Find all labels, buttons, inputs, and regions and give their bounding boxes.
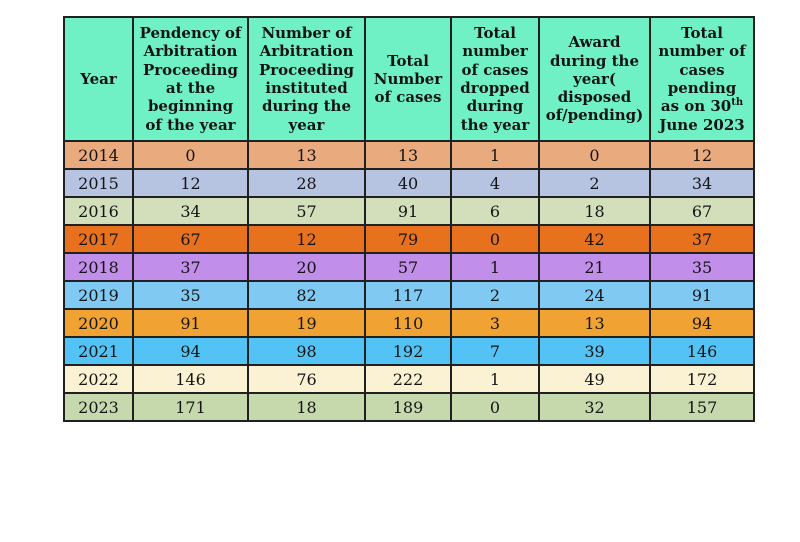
table-row: 2023 171 18 189 0 32 157 xyxy=(63,392,755,422)
value-cell: 94 xyxy=(649,308,755,338)
value-cell: 35 xyxy=(649,252,755,282)
year-cell: 2014 xyxy=(63,140,134,170)
value-cell: 12 xyxy=(649,140,755,170)
table-row: 2018 37 20 57 1 21 35 xyxy=(63,252,755,282)
value-cell: 67 xyxy=(649,196,755,226)
value-cell: 189 xyxy=(364,392,452,422)
value-cell: 98 xyxy=(247,336,366,366)
col-header-cases-dropped-during-year: Total number of cases dropped during the… xyxy=(450,16,540,142)
value-cell: 32 xyxy=(538,392,651,422)
year-cell: 2023 xyxy=(63,392,134,422)
value-cell: 13 xyxy=(364,140,452,170)
value-cell: 13 xyxy=(538,308,651,338)
value-cell: 1 xyxy=(450,252,540,282)
value-cell: 37 xyxy=(649,224,755,254)
value-cell: 222 xyxy=(364,364,452,394)
value-cell: 91 xyxy=(132,308,249,338)
value-cell: 0 xyxy=(132,140,249,170)
value-cell: 110 xyxy=(364,308,452,338)
value-cell: 49 xyxy=(538,364,651,394)
value-cell: 2 xyxy=(450,280,540,310)
value-cell: 91 xyxy=(649,280,755,310)
col-header-instituted-during-year: Number of Arbitration Proceeding institu… xyxy=(247,16,366,142)
value-cell: 34 xyxy=(132,196,249,226)
value-cell: 35 xyxy=(132,280,249,310)
value-cell: 192 xyxy=(364,336,452,366)
value-cell: 0 xyxy=(450,224,540,254)
value-cell: 146 xyxy=(132,364,249,394)
col-header-pendency-beginning-of-year: Pendency of Arbitration Proceeding at th… xyxy=(132,16,249,142)
col-header-award-during-year: Award during the year( disposed of/pendi… xyxy=(538,16,651,142)
value-cell: 39 xyxy=(538,336,651,366)
year-cell: 2018 xyxy=(63,252,134,282)
value-cell: 171 xyxy=(132,392,249,422)
year-cell: 2019 xyxy=(63,280,134,310)
value-cell: 57 xyxy=(364,252,452,282)
value-cell: 28 xyxy=(247,168,366,198)
header-text-post: June 2023 xyxy=(659,115,745,134)
value-cell: 91 xyxy=(364,196,452,226)
value-cell: 34 xyxy=(649,168,755,198)
value-cell: 0 xyxy=(450,392,540,422)
table-row: 2019 35 82 117 2 24 91 xyxy=(63,280,755,310)
year-cell: 2015 xyxy=(63,168,134,198)
year-cell: 2021 xyxy=(63,336,134,366)
value-cell: 0 xyxy=(538,140,651,170)
ordinal-superscript: th xyxy=(731,97,744,109)
header-text-pre: Total number of cases pending as on 30 xyxy=(658,24,746,116)
table-row: 2017 67 12 79 0 42 37 xyxy=(63,224,755,254)
value-cell: 3 xyxy=(450,308,540,338)
value-cell: 12 xyxy=(247,224,366,254)
header-row: Year Pendency of Arbitration Proceeding … xyxy=(63,16,755,142)
value-cell: 172 xyxy=(649,364,755,394)
value-cell: 12 xyxy=(132,168,249,198)
value-cell: 24 xyxy=(538,280,651,310)
table-body: 2014 0 13 13 1 0 12 2015 12 28 40 4 2 34 2016 34 57 91 6 18… xyxy=(63,140,755,422)
table-row: 2014 0 13 13 1 0 12 xyxy=(63,140,755,170)
value-cell: 1 xyxy=(450,140,540,170)
year-cell: 2020 xyxy=(63,308,134,338)
value-cell: 42 xyxy=(538,224,651,254)
value-cell: 40 xyxy=(364,168,452,198)
value-cell: 82 xyxy=(247,280,366,310)
value-cell: 157 xyxy=(649,392,755,422)
table-row: 2020 91 19 110 3 13 94 xyxy=(63,308,755,338)
value-cell: 79 xyxy=(364,224,452,254)
value-cell: 4 xyxy=(450,168,540,198)
col-header-total-number-of-cases: Total Number of cases xyxy=(364,16,452,142)
col-header-year: Year xyxy=(63,16,134,142)
value-cell: 20 xyxy=(247,252,366,282)
value-cell: 7 xyxy=(450,336,540,366)
value-cell: 13 xyxy=(247,140,366,170)
value-cell: 67 xyxy=(132,224,249,254)
value-cell: 117 xyxy=(364,280,452,310)
year-cell: 2017 xyxy=(63,224,134,254)
value-cell: 6 xyxy=(450,196,540,226)
value-cell: 37 xyxy=(132,252,249,282)
value-cell: 18 xyxy=(538,196,651,226)
value-cell: 1 xyxy=(450,364,540,394)
value-cell: 21 xyxy=(538,252,651,282)
value-cell: 146 xyxy=(649,336,755,366)
value-cell: 94 xyxy=(132,336,249,366)
table-row: 2022 146 76 222 1 49 172 xyxy=(63,364,755,394)
value-cell: 19 xyxy=(247,308,366,338)
year-cell: 2016 xyxy=(63,196,134,226)
table-row: 2016 34 57 91 6 18 67 xyxy=(63,196,755,226)
value-cell: 57 xyxy=(247,196,366,226)
col-header-pending-as-on-30th-june-2023: Total number of cases pending as on 30th… xyxy=(649,16,755,142)
value-cell: 76 xyxy=(247,364,366,394)
table-row: 2015 12 28 40 4 2 34 xyxy=(63,168,755,198)
year-cell: 2022 xyxy=(63,364,134,394)
value-cell: 2 xyxy=(538,168,651,198)
value-cell: 18 xyxy=(247,392,366,422)
table-row: 2021 94 98 192 7 39 146 xyxy=(63,336,755,366)
arbitration-proceedings-table: Year Pendency of Arbitration Proceeding … xyxy=(63,16,755,422)
